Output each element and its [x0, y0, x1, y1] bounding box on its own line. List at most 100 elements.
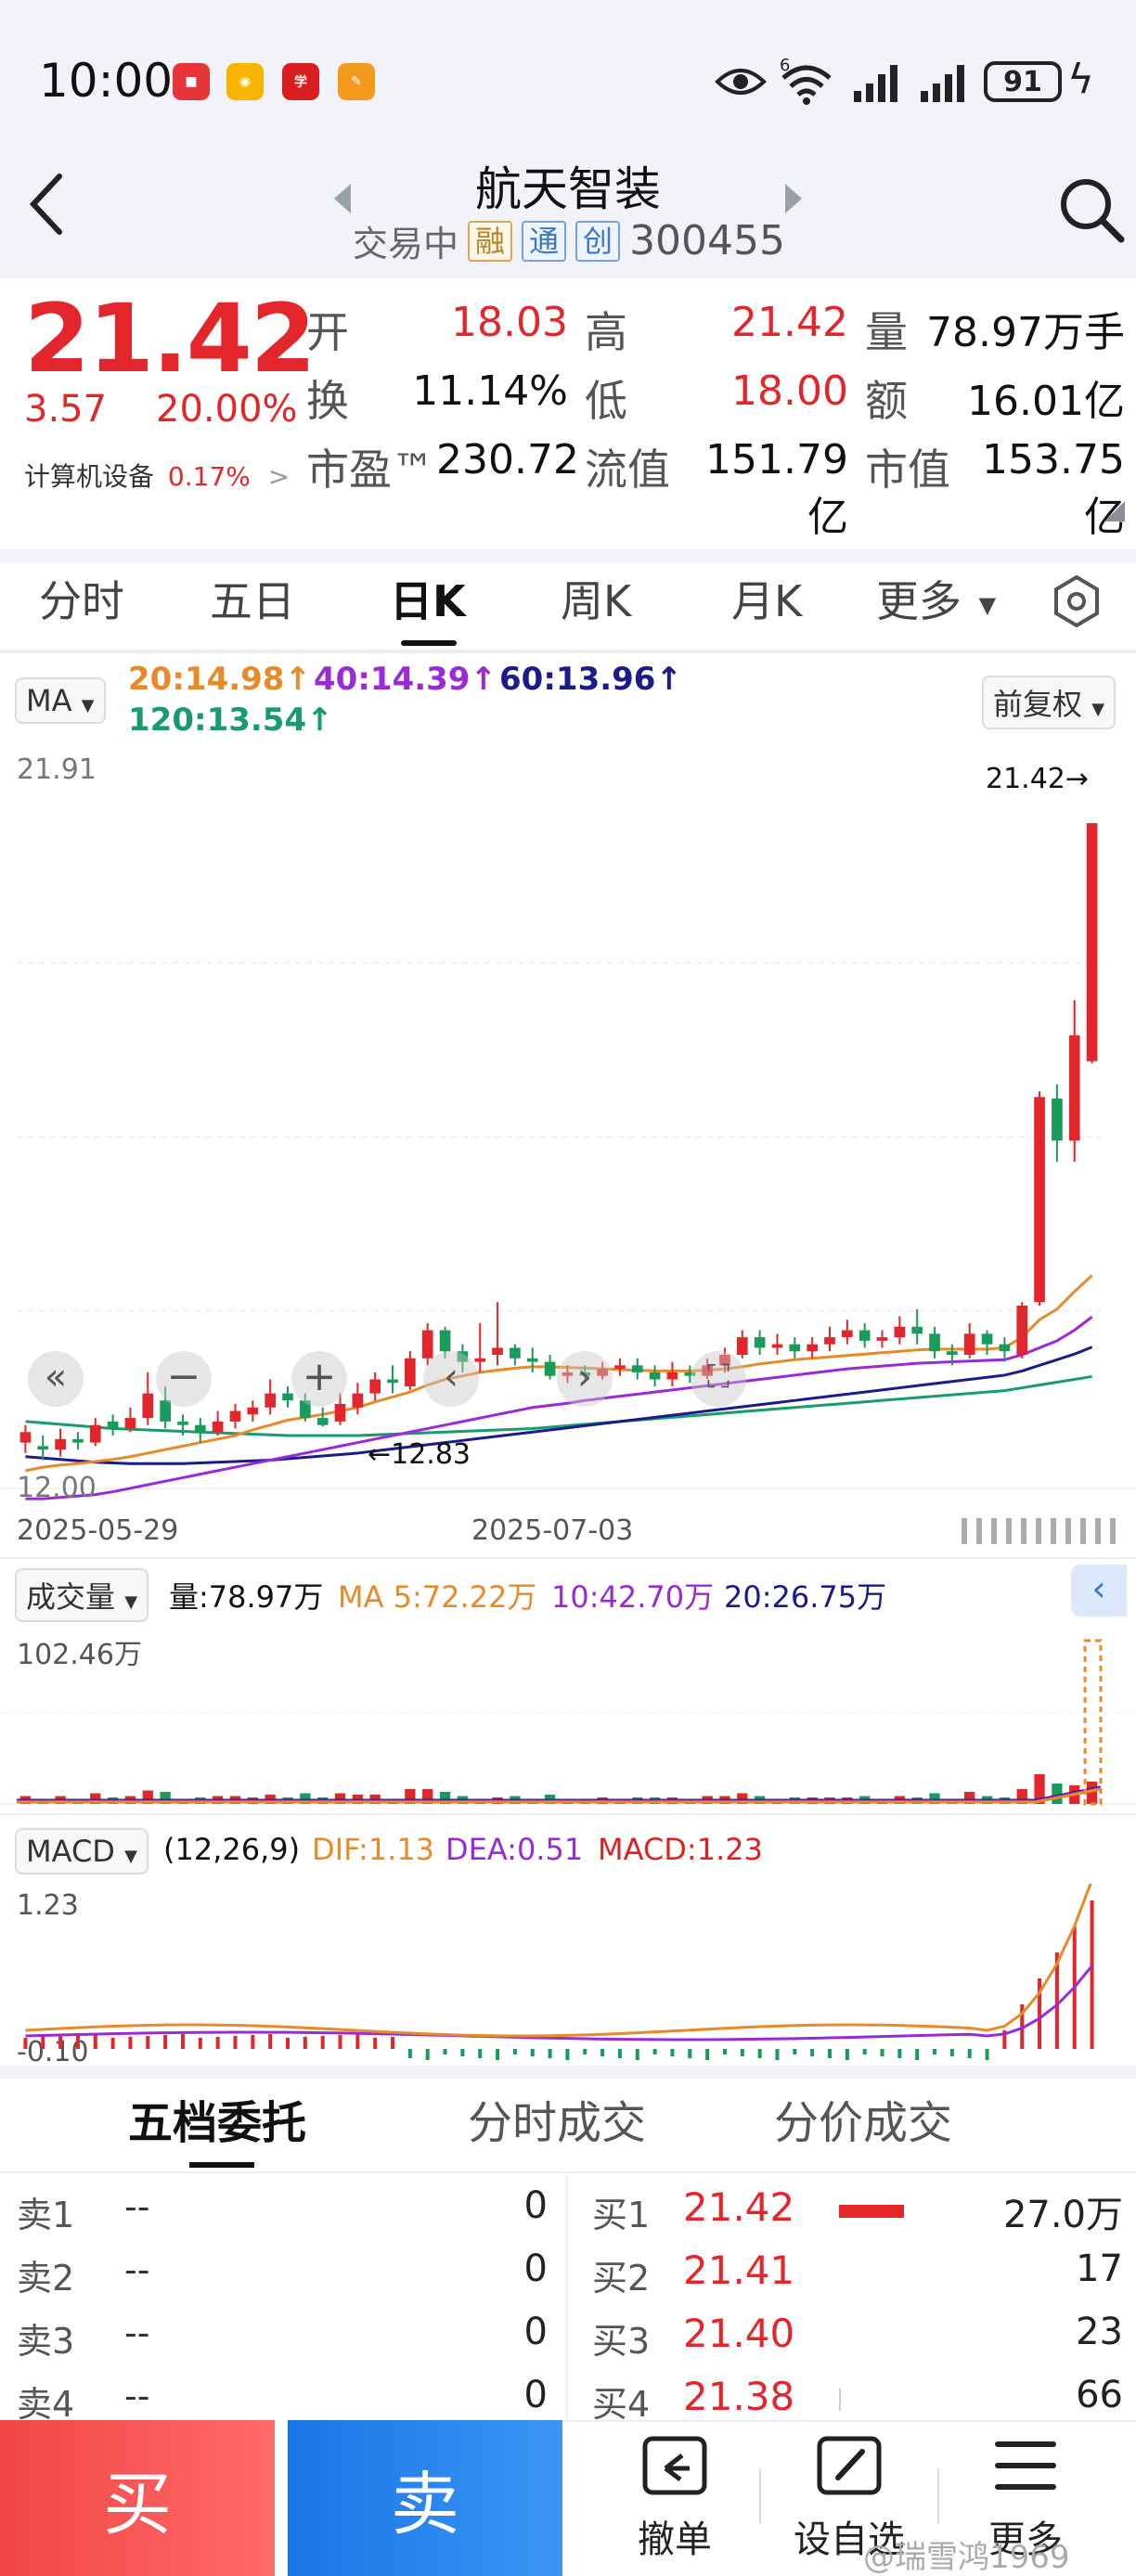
tab-intraday[interactable]: 分时 — [39, 576, 124, 626]
tab-price-volume[interactable]: 分价成交 — [774, 2097, 953, 2149]
network-type: 6 — [780, 56, 791, 75]
candle-body — [212, 1421, 224, 1433]
macd-bar — [548, 2049, 552, 2058]
volume-bar — [929, 1793, 940, 1804]
macd-selector-label: MACD — [26, 1834, 115, 1869]
macd-bar — [163, 2035, 168, 2049]
macd-bar — [320, 2036, 325, 2049]
ma-selector[interactable]: MA ▼ — [15, 677, 106, 724]
macd-bar — [793, 2049, 797, 2054]
bid-row[interactable]: 买1 21.42 27.0万 — [575, 2183, 1136, 2238]
macd-selector[interactable]: MACD ▼ — [15, 1828, 148, 1874]
tab-daily-k[interactable]: 日K — [390, 576, 466, 626]
macd-bar — [460, 2049, 465, 2056]
cancel-order-button[interactable]: 撤单 — [605, 2433, 744, 2572]
candle-body — [352, 1393, 364, 1408]
macd-bar — [478, 2049, 483, 2058]
order-book-tab-indicator — [189, 2162, 254, 2168]
macd-bar — [496, 2049, 500, 2060]
adjust-label: 前复权 — [993, 687, 1083, 722]
zoom-out-button[interactable]: − — [156, 1351, 212, 1407]
ask-level-label: 卖2 — [17, 2258, 75, 2299]
more-label: 更多 — [988, 2518, 1063, 2561]
ask-volume: 0 — [523, 2248, 548, 2290]
candle-body — [1052, 1098, 1063, 1141]
ask-row[interactable]: 卖1 -- 0 — [0, 2183, 561, 2238]
bid-row[interactable]: 买4 21.38 66 — [575, 2372, 1136, 2428]
tab-more[interactable]: 更多 ▼ — [876, 568, 996, 629]
more-button[interactable]: 更多 — [956, 2433, 1095, 2572]
tag-rong: 融 — [468, 220, 513, 262]
next-stock-icon[interactable] — [780, 180, 807, 217]
bottom-divider-2 — [937, 2468, 939, 2524]
macd-bar — [967, 2049, 972, 2058]
candle-body — [894, 1326, 906, 1338]
ma40-value: 40:14.39↑ — [314, 661, 497, 698]
low-marker: ←12.83 — [368, 1438, 471, 1471]
sell-button[interactable]: 卖 — [288, 2420, 562, 2576]
volume-label: 量 — [865, 307, 908, 357]
pan-left-button[interactable]: « — [28, 1351, 84, 1407]
expand-corner-icon[interactable] — [1104, 501, 1125, 522]
macd-bar — [933, 2049, 937, 2054]
adjust-selector[interactable]: 前复权 ▼ — [982, 676, 1117, 729]
turnover-value: 11.14% — [412, 367, 568, 415]
add-watchlist-button[interactable]: 设自选 — [780, 2433, 919, 2572]
cancel-order-label: 撤单 — [638, 2518, 712, 2561]
macd-dif: DIF:1.13 — [312, 1832, 435, 1867]
ma20-line — [25, 1274, 1093, 1473]
industry-link[interactable]: 计算机设备 0.17% > — [24, 457, 290, 494]
buy-button[interactable]: 买 — [0, 2420, 275, 2576]
volume-chart[interactable] — [0, 1624, 1136, 1810]
volume-selector[interactable]: 成交量 ▼ — [15, 1568, 149, 1622]
ask-row[interactable]: 卖3 -- 0 — [0, 2309, 561, 2364]
ask-row[interactable]: 卖4 -- 0 — [0, 2372, 561, 2428]
tab-five-levels[interactable]: 五档委托 — [128, 2097, 307, 2149]
ask-row[interactable]: 卖2 -- 0 — [0, 2246, 561, 2301]
macd-bar — [75, 2035, 80, 2049]
add-watchlist-label: 设自选 — [794, 2518, 905, 2561]
prev-stock-icon[interactable] — [329, 180, 356, 217]
zoom-in-button[interactable]: + — [291, 1351, 347, 1407]
candle-body — [562, 1372, 574, 1376]
candle-body — [421, 1330, 433, 1359]
settings-hex-icon[interactable] — [1049, 573, 1104, 629]
turnover-label: 换 — [306, 376, 349, 426]
candlestick-chart[interactable] — [0, 742, 1136, 1540]
macd-bar — [600, 2049, 605, 2056]
period-scrollbar[interactable] — [962, 1518, 1119, 1544]
industry-pct: 0.17% — [167, 461, 251, 492]
macd-bar — [775, 2049, 780, 2060]
candle-body — [19, 1432, 32, 1443]
charging-icon: ϟ — [1067, 56, 1095, 103]
side-panel-toggle[interactable]: ‹ — [1071, 1565, 1127, 1616]
tab-weekly-k[interactable]: 周K — [561, 576, 632, 626]
volume-bar — [737, 1793, 748, 1804]
search-icon[interactable] — [1054, 173, 1129, 247]
volume-bar — [160, 1792, 171, 1804]
industry-label: 计算机设备 — [24, 461, 155, 492]
macd-chart[interactable] — [0, 1884, 1136, 2066]
bid-row[interactable]: 买2 21.41 17 — [575, 2246, 1136, 2301]
y-min-label: 12.00 — [17, 1472, 97, 1504]
bid-volume-bar — [839, 2205, 904, 2218]
macd-bar — [355, 2034, 360, 2049]
candle-body — [597, 1369, 608, 1376]
macd-divider — [0, 1813, 1136, 1815]
battery-level: 91 — [1003, 65, 1042, 98]
candle-body — [1068, 1035, 1080, 1141]
macd-bar — [862, 2049, 867, 2054]
tab-monthly-k[interactable]: 月K — [731, 576, 803, 626]
fullscreen-button[interactable]: ⛶ — [691, 1351, 746, 1407]
bid-row[interactable]: 买3 21.40 23 — [575, 2309, 1136, 2364]
tab-tick-trades[interactable]: 分时成交 — [468, 2097, 647, 2149]
tab-five-day[interactable]: 五日 — [210, 576, 295, 626]
step-right-button[interactable]: › — [557, 1351, 613, 1407]
back-icon[interactable] — [19, 167, 74, 241]
macd-bar — [828, 2049, 832, 2058]
open-label: 开 — [306, 307, 349, 357]
candle-body — [666, 1372, 678, 1380]
ma-selector-label: MA — [26, 683, 72, 718]
step-left-button[interactable]: ‹ — [423, 1351, 479, 1407]
macd-bar — [93, 2034, 97, 2049]
